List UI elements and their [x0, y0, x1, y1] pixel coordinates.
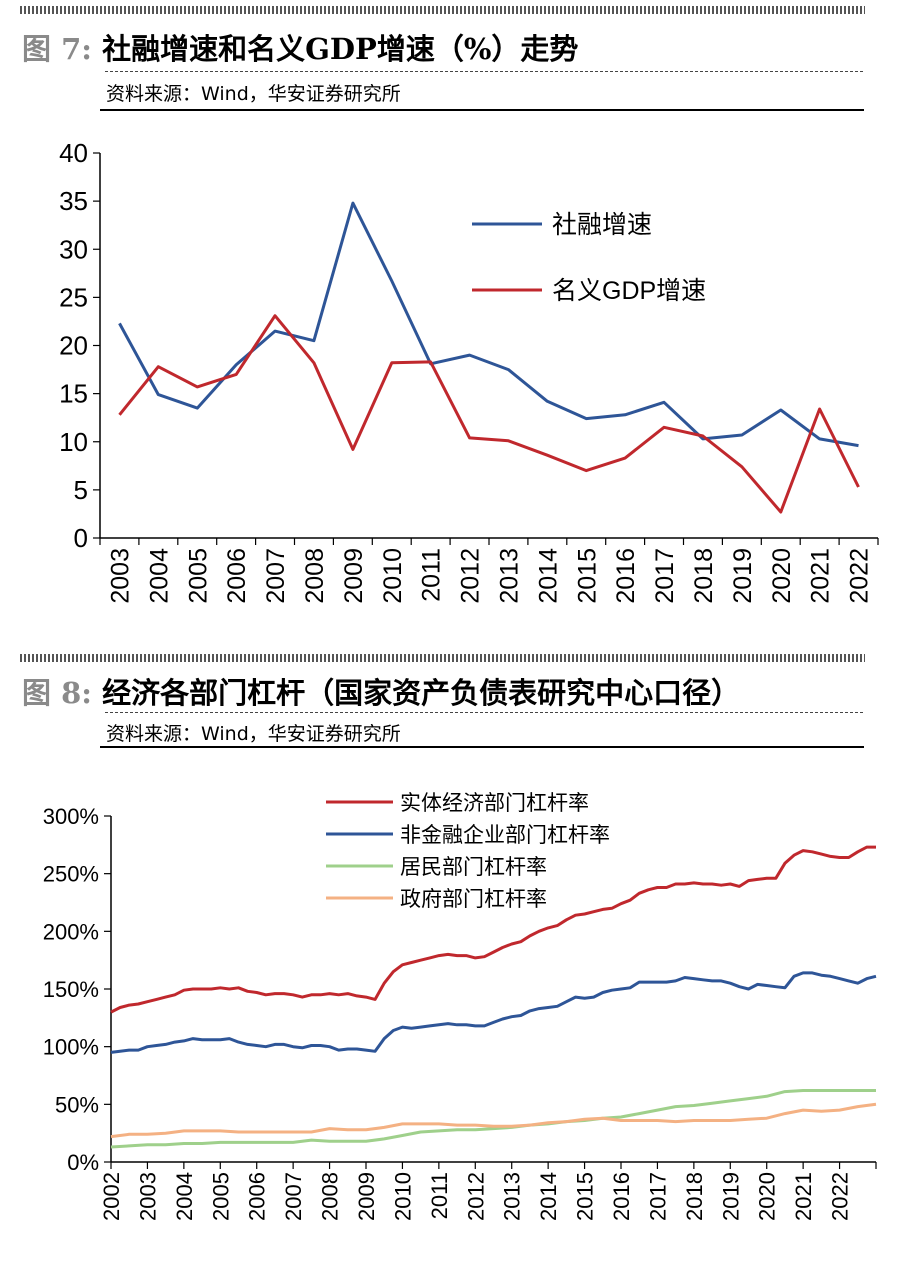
x-tick-label: 2005 [184, 548, 212, 604]
x-tick-label: 2019 [718, 1172, 743, 1221]
x-tick-label: 2022 [828, 1172, 853, 1221]
y-tick-label: 250% [43, 862, 99, 887]
x-tick-label: 2008 [301, 548, 329, 604]
legend-label-2: 名义GDP增速 [552, 277, 706, 305]
chart-7-line-chart: 0 5 10 15 20 25 30 35 40 2003 2004 2005 2006 2007 2008… [59, 138, 879, 604]
legend-label-2: 非金融企业部门杠杆率 [400, 824, 610, 847]
figure8-dashed-rule [105, 712, 863, 713]
series-line-1 [118, 201, 859, 448]
figure7-solid-rule [100, 109, 864, 111]
x-tick-label: 2006 [245, 1172, 270, 1221]
y-tick-label: 25 [59, 282, 88, 312]
figure8-title: 图 8: 经济各部门杠杆（国家资产负债表研究中心口径） [22, 670, 740, 712]
x-tick-label: 2011 [427, 1172, 452, 1219]
legend-label-1: 社融增速 [552, 211, 652, 239]
figure8-label: 图 8: [22, 676, 92, 710]
x-tick-label: 2008 [318, 1172, 343, 1221]
x-tick-label: 2020 [768, 548, 796, 604]
x-tick-label: 2021 [791, 1172, 816, 1221]
x-tick-label: 2018 [682, 1172, 707, 1221]
figure7-dashed-rule [105, 71, 863, 72]
x-tick-label: 2013 [500, 1172, 525, 1221]
figure7-title: 图 7: 社融增速和名义GDP增速（%）走势 [22, 26, 578, 68]
x-tick-label: 2003 [106, 548, 134, 604]
x-tick-label: 2013 [495, 548, 523, 604]
y-tick-label: 15 [59, 379, 88, 409]
x-tick-label: 2016 [612, 548, 640, 604]
x-tick-label: 2006 [223, 548, 251, 604]
series-line-1 [110, 845, 876, 1014]
y-tick-label: 10 [59, 427, 88, 457]
y-tick-label: 30 [59, 234, 88, 264]
series-line-3 [110, 1089, 876, 1149]
x-tick-label: 2007 [281, 1172, 306, 1221]
x-tick-label: 2007 [262, 548, 290, 604]
x-tick-label: 2021 [807, 548, 835, 604]
x-tick-label: 2016 [609, 1172, 634, 1221]
y-tick-label: 150% [43, 977, 99, 1002]
figure8-title-text: 经济各部门杠杆（国家资产负债表研究中心口径） [102, 676, 741, 710]
x-tick-label: 2005 [208, 1172, 233, 1221]
y-tick-label: 5 [74, 475, 88, 505]
y-tick-label: 200% [43, 919, 99, 944]
y-tick-label: 40 [59, 138, 88, 168]
x-tick-label: 2002 [99, 1172, 124, 1221]
x-tick-label: 2017 [645, 1172, 670, 1221]
legend-label-3: 居民部门杠杆率 [400, 856, 547, 879]
x-tick-label: 2015 [573, 1172, 598, 1221]
figure8-source: 资料来源：Wind，华安证券研究所 [106, 723, 401, 745]
x-tick-label: 2014 [534, 548, 562, 604]
x-tick-label: 2009 [354, 1172, 379, 1221]
y-tick-label: 0 [74, 523, 88, 553]
y-tick-label: 300% [43, 804, 99, 829]
x-tick-label: 2011 [418, 548, 446, 602]
x-tick-label: 2018 [690, 548, 718, 604]
figure7-source: 资料来源：Wind，华安证券研究所 [106, 83, 401, 105]
figure7-top-rule [20, 6, 865, 14]
figure7-label: 图 7: [22, 32, 92, 66]
x-tick-label: 2014 [536, 1172, 561, 1221]
y-tick-label: 50% [55, 1092, 99, 1117]
x-tick-label: 2015 [573, 548, 601, 604]
x-tick-label: 2019 [729, 548, 757, 604]
figure8-solid-rule [100, 746, 864, 748]
x-tick-label: 2004 [172, 1172, 197, 1221]
series-line-2 [110, 971, 877, 1054]
x-tick-label: 2022 [846, 548, 874, 604]
x-tick-label: 2020 [755, 1172, 780, 1221]
x-tick-label: 2010 [390, 1172, 415, 1221]
y-tick-label: 0% [67, 1150, 99, 1175]
x-tick-label: 2003 [135, 1172, 160, 1221]
x-tick-label: 2009 [340, 548, 368, 604]
x-tick-label: 2017 [651, 548, 679, 604]
y-tick-label: 100% [43, 1035, 99, 1060]
series-line-2 [118, 314, 860, 514]
legend-label-1: 实体经济部门杠杆率 [400, 792, 589, 815]
y-tick-label: 20 [59, 331, 88, 361]
y-tick-label: 35 [59, 186, 88, 216]
figure7-title-text: 社融增速和名义GDP增速（%）走势 [102, 32, 579, 66]
x-tick-label: 2012 [463, 1172, 488, 1221]
x-tick-label: 2004 [145, 548, 173, 604]
figure8-top-rule [20, 654, 865, 662]
legend-label-4: 政府部门杠杆率 [400, 888, 547, 911]
chart-8-line-chart: 0% 50% 100% 150% 200% 250% 300% 2002 2003 2004 200… [43, 792, 877, 1221]
series-line-4 [110, 1102, 877, 1139]
x-tick-label: 2012 [457, 548, 485, 604]
x-tick-label: 2010 [379, 548, 407, 604]
